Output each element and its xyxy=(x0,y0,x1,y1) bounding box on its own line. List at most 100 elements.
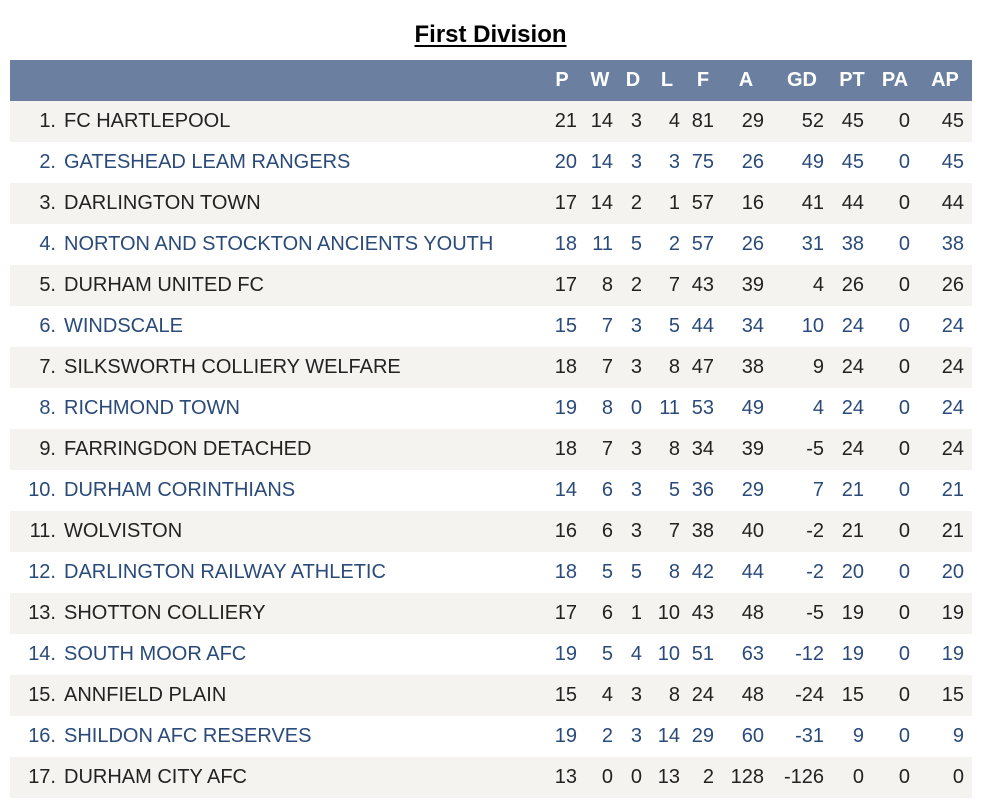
header-points: PT xyxy=(839,69,865,91)
row-goals-for: 57 xyxy=(691,233,714,255)
row-position: 2. xyxy=(39,151,56,173)
row-goals-against: 26 xyxy=(741,151,764,173)
row-adjusted-points: 19 xyxy=(941,602,964,624)
table-row: 10. DURHAM CORINTHIANS 14 6 3 5 36 29 7 21 0 21 xyxy=(10,470,972,511)
row-played: 21 xyxy=(554,110,577,132)
row-goals-for: 38 xyxy=(691,520,714,542)
table-row: 15. ANNFIELD PLAIN 15 4 3 8 24 48 -24 15 0 15 xyxy=(10,675,972,716)
row-position: 17. xyxy=(28,766,56,788)
table-body: 1. FC HARTLEPOOL 21 14 3 4 81 29 52 45 0 45 2. GATESH… xyxy=(10,101,972,798)
row-played: 13 xyxy=(554,766,577,788)
row-position: 8. xyxy=(39,397,56,419)
table-row: 14. SOUTH MOOR AFC 19 5 4 10 51 63 -12 19 0 19 xyxy=(10,634,972,675)
row-team-name[interactable]: RICHMOND TOWN xyxy=(64,397,240,419)
row-won: 2 xyxy=(601,725,613,747)
table-row: 16. SHILDON AFC RESERVES 19 2 3 14 29 60 -31 9 0 9 xyxy=(10,716,972,757)
row-drawn: 0 xyxy=(630,397,642,419)
row-adjusted-points: 21 xyxy=(941,479,964,501)
row-goal-difference: -24 xyxy=(795,684,824,706)
row-adjusted-points: 45 xyxy=(941,110,964,132)
row-won: 6 xyxy=(601,520,613,542)
row-position: 7. xyxy=(39,356,56,378)
row-goal-difference: -12 xyxy=(795,643,824,665)
row-goals-for: 57 xyxy=(691,192,714,214)
table-row: 13. SHOTTON COLLIERY 17 6 1 10 43 48 -5 19 0 19 xyxy=(10,593,972,634)
row-team-name: WOLVISTON xyxy=(64,520,183,542)
row-position: 10. xyxy=(28,479,56,501)
row-drawn: 2 xyxy=(630,192,642,214)
row-goal-difference: -5 xyxy=(806,602,824,624)
row-played: 19 xyxy=(554,725,577,747)
row-played: 20 xyxy=(554,151,577,173)
row-points-adjustment: 0 xyxy=(898,315,910,337)
row-goal-difference: 31 xyxy=(801,233,824,255)
row-played: 19 xyxy=(554,397,577,419)
row-goals-against: 39 xyxy=(741,438,764,460)
table-row: 6. WINDSCALE 15 7 3 5 44 34 10 24 0 24 xyxy=(10,306,972,347)
row-points: 21 xyxy=(841,520,864,542)
row-goal-difference: 52 xyxy=(801,110,824,132)
row-team-name[interactable]: SOUTH MOOR AFC xyxy=(64,643,247,665)
row-points: 19 xyxy=(841,602,864,624)
row-drawn: 1 xyxy=(630,602,642,624)
row-points: 45 xyxy=(841,151,864,173)
row-won: 7 xyxy=(601,356,613,378)
row-won: 5 xyxy=(601,561,613,583)
row-goals-for: 81 xyxy=(691,110,714,132)
row-position: 9. xyxy=(39,438,56,460)
row-team-name[interactable]: DURHAM CORINTHIANS xyxy=(64,479,296,501)
row-played: 18 xyxy=(554,356,577,378)
row-position: 13. xyxy=(28,602,56,624)
row-goal-difference: -126 xyxy=(783,766,824,788)
row-goal-difference: 10 xyxy=(801,315,824,337)
header-points-adjustment: PA xyxy=(881,69,909,91)
row-team-name[interactable]: NORTON AND STOCKTON ANCIENTS YOUTH xyxy=(64,233,494,255)
row-drawn: 3 xyxy=(630,479,642,501)
row-points-adjustment: 0 xyxy=(898,684,910,706)
row-played: 18 xyxy=(554,233,577,255)
row-position: 15. xyxy=(28,684,56,706)
row-team-name[interactable]: WINDSCALE xyxy=(64,315,183,337)
row-points-adjustment: 0 xyxy=(898,725,910,747)
row-played: 14 xyxy=(554,479,577,501)
row-team-name[interactable]: SHILDON AFC RESERVES xyxy=(64,725,312,747)
row-drawn: 4 xyxy=(630,643,642,665)
row-drawn: 3 xyxy=(630,725,642,747)
row-won: 11 xyxy=(592,233,613,255)
row-won: 5 xyxy=(601,643,613,665)
row-lost: 14 xyxy=(657,725,680,747)
row-team-name[interactable]: DARLINGTON RAILWAY ATHLETIC xyxy=(64,561,386,583)
table-row: 9. FARRINGDON DETACHED 18 7 3 8 34 39 -5 24 0 24 xyxy=(10,429,972,470)
row-lost: 7 xyxy=(668,520,680,542)
table-row: 3. DARLINGTON TOWN 17 14 2 1 57 16 41 44 0 44 xyxy=(10,183,972,224)
row-team-name[interactable]: GATESHEAD LEAM RANGERS xyxy=(64,151,351,173)
row-goals-against: 39 xyxy=(741,274,764,296)
row-adjusted-points: 44 xyxy=(941,192,964,214)
table-row: 4. NORTON AND STOCKTON ANCIENTS YOUTH 18 11… xyxy=(10,224,972,265)
row-team-name: ANNFIELD PLAIN xyxy=(64,684,227,706)
row-points: 24 xyxy=(841,397,864,419)
row-team-name: DARLINGTON TOWN xyxy=(64,192,261,214)
row-points: 15 xyxy=(841,684,864,706)
table-row: 17. DURHAM CITY AFC 13 0 0 13 2 128 -126 0 0 0 xyxy=(10,757,972,798)
row-points-adjustment: 0 xyxy=(898,151,910,173)
row-lost: 7 xyxy=(668,274,680,296)
row-lost: 2 xyxy=(668,233,680,255)
row-lost: 8 xyxy=(668,561,680,583)
row-goal-difference: -5 xyxy=(806,438,824,460)
row-goals-for: 36 xyxy=(691,479,714,501)
row-points-adjustment: 0 xyxy=(898,397,910,419)
table-row: 11. WOLVISTON 16 6 3 7 38 40 -2 21 0 21 xyxy=(10,511,972,552)
row-position: 1. xyxy=(39,110,56,132)
row-position: 11. xyxy=(29,520,56,542)
row-points: 44 xyxy=(841,192,864,214)
row-played: 18 xyxy=(554,561,577,583)
row-goals-against: 44 xyxy=(741,561,764,583)
row-points-adjustment: 0 xyxy=(898,356,910,378)
row-team-name: SHOTTON COLLIERY xyxy=(64,602,266,624)
row-goals-for: 47 xyxy=(691,356,714,378)
row-goal-difference: 9 xyxy=(812,356,824,378)
row-played: 17 xyxy=(554,274,577,296)
row-lost: 3 xyxy=(668,151,680,173)
row-goals-against: 63 xyxy=(741,643,764,665)
